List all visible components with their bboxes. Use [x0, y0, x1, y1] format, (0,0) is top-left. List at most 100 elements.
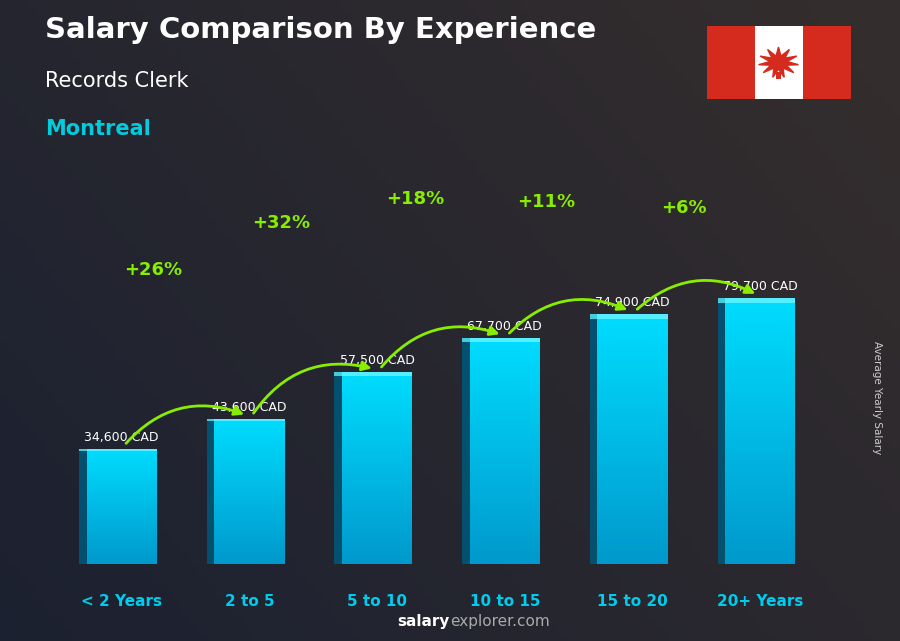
Bar: [334, 372, 342, 376]
Bar: [598, 331, 668, 335]
Bar: [342, 398, 412, 401]
Bar: [725, 378, 796, 383]
Bar: [342, 545, 412, 548]
Bar: [725, 387, 796, 392]
Bar: [590, 315, 598, 564]
Bar: [725, 360, 796, 365]
Bar: [725, 418, 796, 422]
Bar: [470, 512, 540, 515]
Bar: [214, 506, 284, 508]
Bar: [598, 439, 668, 444]
Bar: [342, 404, 412, 408]
Bar: [86, 483, 157, 485]
Text: 74,900 CAD: 74,900 CAD: [595, 296, 670, 310]
Bar: [342, 453, 412, 456]
Bar: [214, 557, 284, 559]
Bar: [342, 456, 412, 459]
Bar: [725, 449, 796, 453]
Bar: [470, 376, 540, 380]
Bar: [342, 465, 412, 468]
Bar: [725, 497, 796, 502]
Bar: [598, 539, 668, 544]
Bar: [86, 551, 157, 553]
Bar: [214, 445, 284, 448]
Bar: [214, 426, 284, 428]
Bar: [86, 474, 157, 476]
Bar: [470, 534, 540, 538]
Bar: [214, 428, 284, 431]
Bar: [342, 506, 412, 510]
Bar: [725, 365, 796, 369]
Bar: [470, 365, 540, 369]
Bar: [598, 472, 668, 477]
Bar: [214, 559, 284, 562]
Bar: [214, 540, 284, 542]
Text: < 2 Years: < 2 Years: [81, 594, 162, 609]
Bar: [725, 369, 796, 374]
Bar: [86, 524, 157, 526]
Bar: [342, 522, 412, 526]
Bar: [725, 303, 796, 307]
Bar: [470, 481, 540, 485]
Text: 57,500 CAD: 57,500 CAD: [339, 354, 415, 367]
Bar: [470, 519, 540, 522]
Bar: [86, 535, 157, 537]
Bar: [342, 474, 412, 478]
Bar: [214, 487, 284, 489]
Bar: [470, 342, 540, 346]
Bar: [598, 323, 668, 327]
Bar: [86, 531, 157, 533]
Bar: [725, 404, 796, 409]
Text: 2 to 5: 2 to 5: [225, 594, 274, 609]
Bar: [342, 481, 412, 484]
Bar: [86, 508, 157, 510]
Bar: [342, 446, 412, 449]
Bar: [470, 549, 540, 553]
Bar: [470, 440, 540, 444]
Bar: [725, 480, 796, 485]
Bar: [470, 496, 540, 500]
Bar: [725, 506, 796, 511]
Bar: [214, 453, 284, 455]
Bar: [725, 436, 796, 440]
Bar: [598, 556, 668, 560]
Bar: [214, 489, 284, 492]
Bar: [214, 547, 284, 549]
Bar: [342, 385, 412, 388]
Bar: [470, 455, 540, 459]
Bar: [470, 526, 540, 530]
Bar: [725, 502, 796, 506]
Bar: [214, 424, 284, 426]
Bar: [598, 447, 668, 452]
Bar: [470, 369, 540, 372]
Bar: [214, 467, 284, 470]
Bar: [214, 542, 284, 545]
Bar: [470, 522, 540, 526]
Bar: [86, 510, 157, 512]
Bar: [342, 388, 412, 392]
Bar: [598, 464, 668, 469]
Bar: [598, 414, 668, 419]
Bar: [342, 443, 412, 446]
Bar: [725, 383, 796, 387]
Bar: [214, 552, 284, 554]
Bar: [214, 433, 284, 436]
Bar: [470, 361, 540, 365]
Bar: [598, 552, 668, 556]
Bar: [470, 478, 540, 481]
Bar: [214, 440, 284, 443]
Bar: [598, 531, 668, 535]
Bar: [342, 420, 412, 424]
Bar: [214, 511, 284, 513]
Bar: [214, 562, 284, 564]
Bar: [725, 431, 796, 436]
Bar: [86, 495, 157, 497]
Bar: [342, 500, 412, 503]
Bar: [342, 471, 412, 474]
Bar: [214, 482, 284, 484]
Bar: [725, 445, 796, 449]
Text: +11%: +11%: [517, 193, 575, 211]
Bar: [470, 421, 540, 425]
Bar: [725, 458, 796, 462]
Bar: [725, 542, 796, 546]
